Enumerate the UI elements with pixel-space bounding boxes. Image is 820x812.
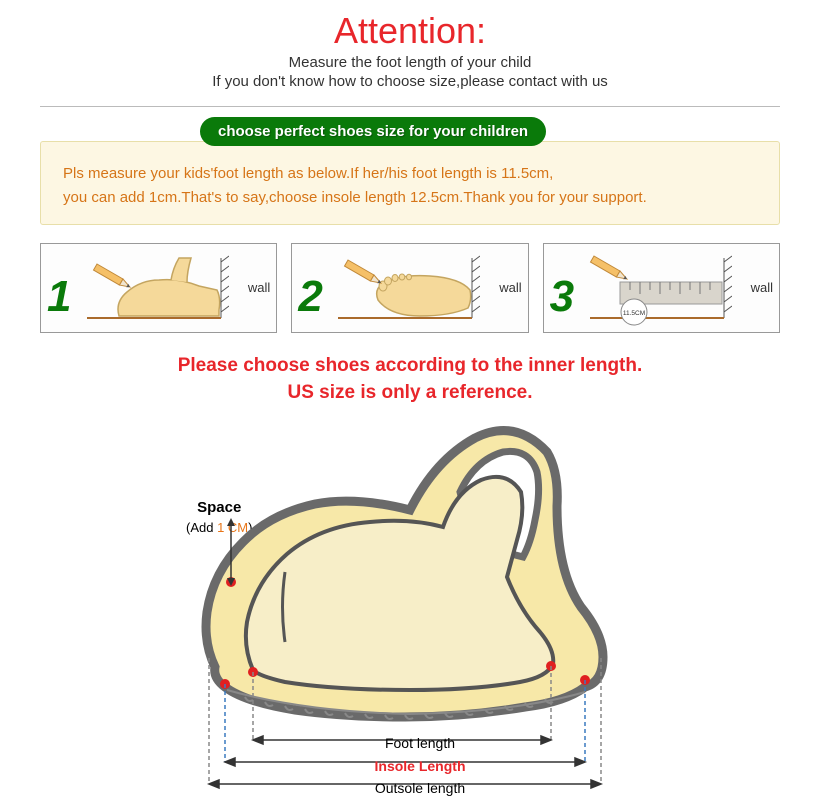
foot-length-label: Foot length — [230, 732, 610, 754]
step-1: 1 wall — [40, 243, 277, 333]
red-note-line-1: Please choose shoes according to the inn… — [0, 353, 820, 380]
red-note: Please choose shoes according to the inn… — [0, 353, 820, 406]
subtitle-1: Measure the foot length of your child — [0, 54, 820, 71]
banner-line-2: you can add 1cm.That's to say,choose ins… — [63, 186, 757, 210]
divider — [40, 106, 780, 107]
measurement-labels: Foot length Insole Length Outsole length — [230, 732, 610, 799]
subtitle-2: If you don't know how to choose size,ple… — [0, 73, 820, 90]
wall-label-1: wall — [248, 280, 270, 295]
shoe-diagram: Space (Add 1 CM) — [0, 412, 820, 812]
step-3-illustration: 11.5CM — [582, 250, 732, 328]
outsole-length-label: Outsole length — [230, 777, 610, 799]
banner-line-1: Pls measure your kids'foot length as bel… — [63, 162, 757, 186]
step-1-illustration — [79, 250, 229, 328]
step-3: 3 11.5CM wall — [543, 243, 780, 333]
step-2-illustration — [330, 250, 480, 328]
title: Attention: — [0, 10, 820, 52]
step-number-3: 3 — [550, 272, 574, 322]
wall-label-2: wall — [499, 280, 521, 295]
measure-value: 11.5CM — [623, 310, 645, 317]
banner-title: choose perfect shoes size for your child… — [200, 117, 546, 146]
instruction-banner: choose perfect shoes size for your child… — [0, 117, 820, 225]
step-number-1: 1 — [47, 272, 71, 322]
header: Attention: Measure the foot length of yo… — [0, 0, 820, 98]
red-note-line-2: US size is only a reference. — [0, 380, 820, 407]
steps-row: 1 wall 2 — [0, 225, 820, 341]
step-2: 2 wall — [291, 243, 528, 333]
insole-length-label: Insole Length — [230, 755, 610, 777]
banner-box: Pls measure your kids'foot length as bel… — [40, 141, 780, 225]
step-number-2: 2 — [298, 272, 322, 322]
wall-label-3: wall — [751, 280, 773, 295]
